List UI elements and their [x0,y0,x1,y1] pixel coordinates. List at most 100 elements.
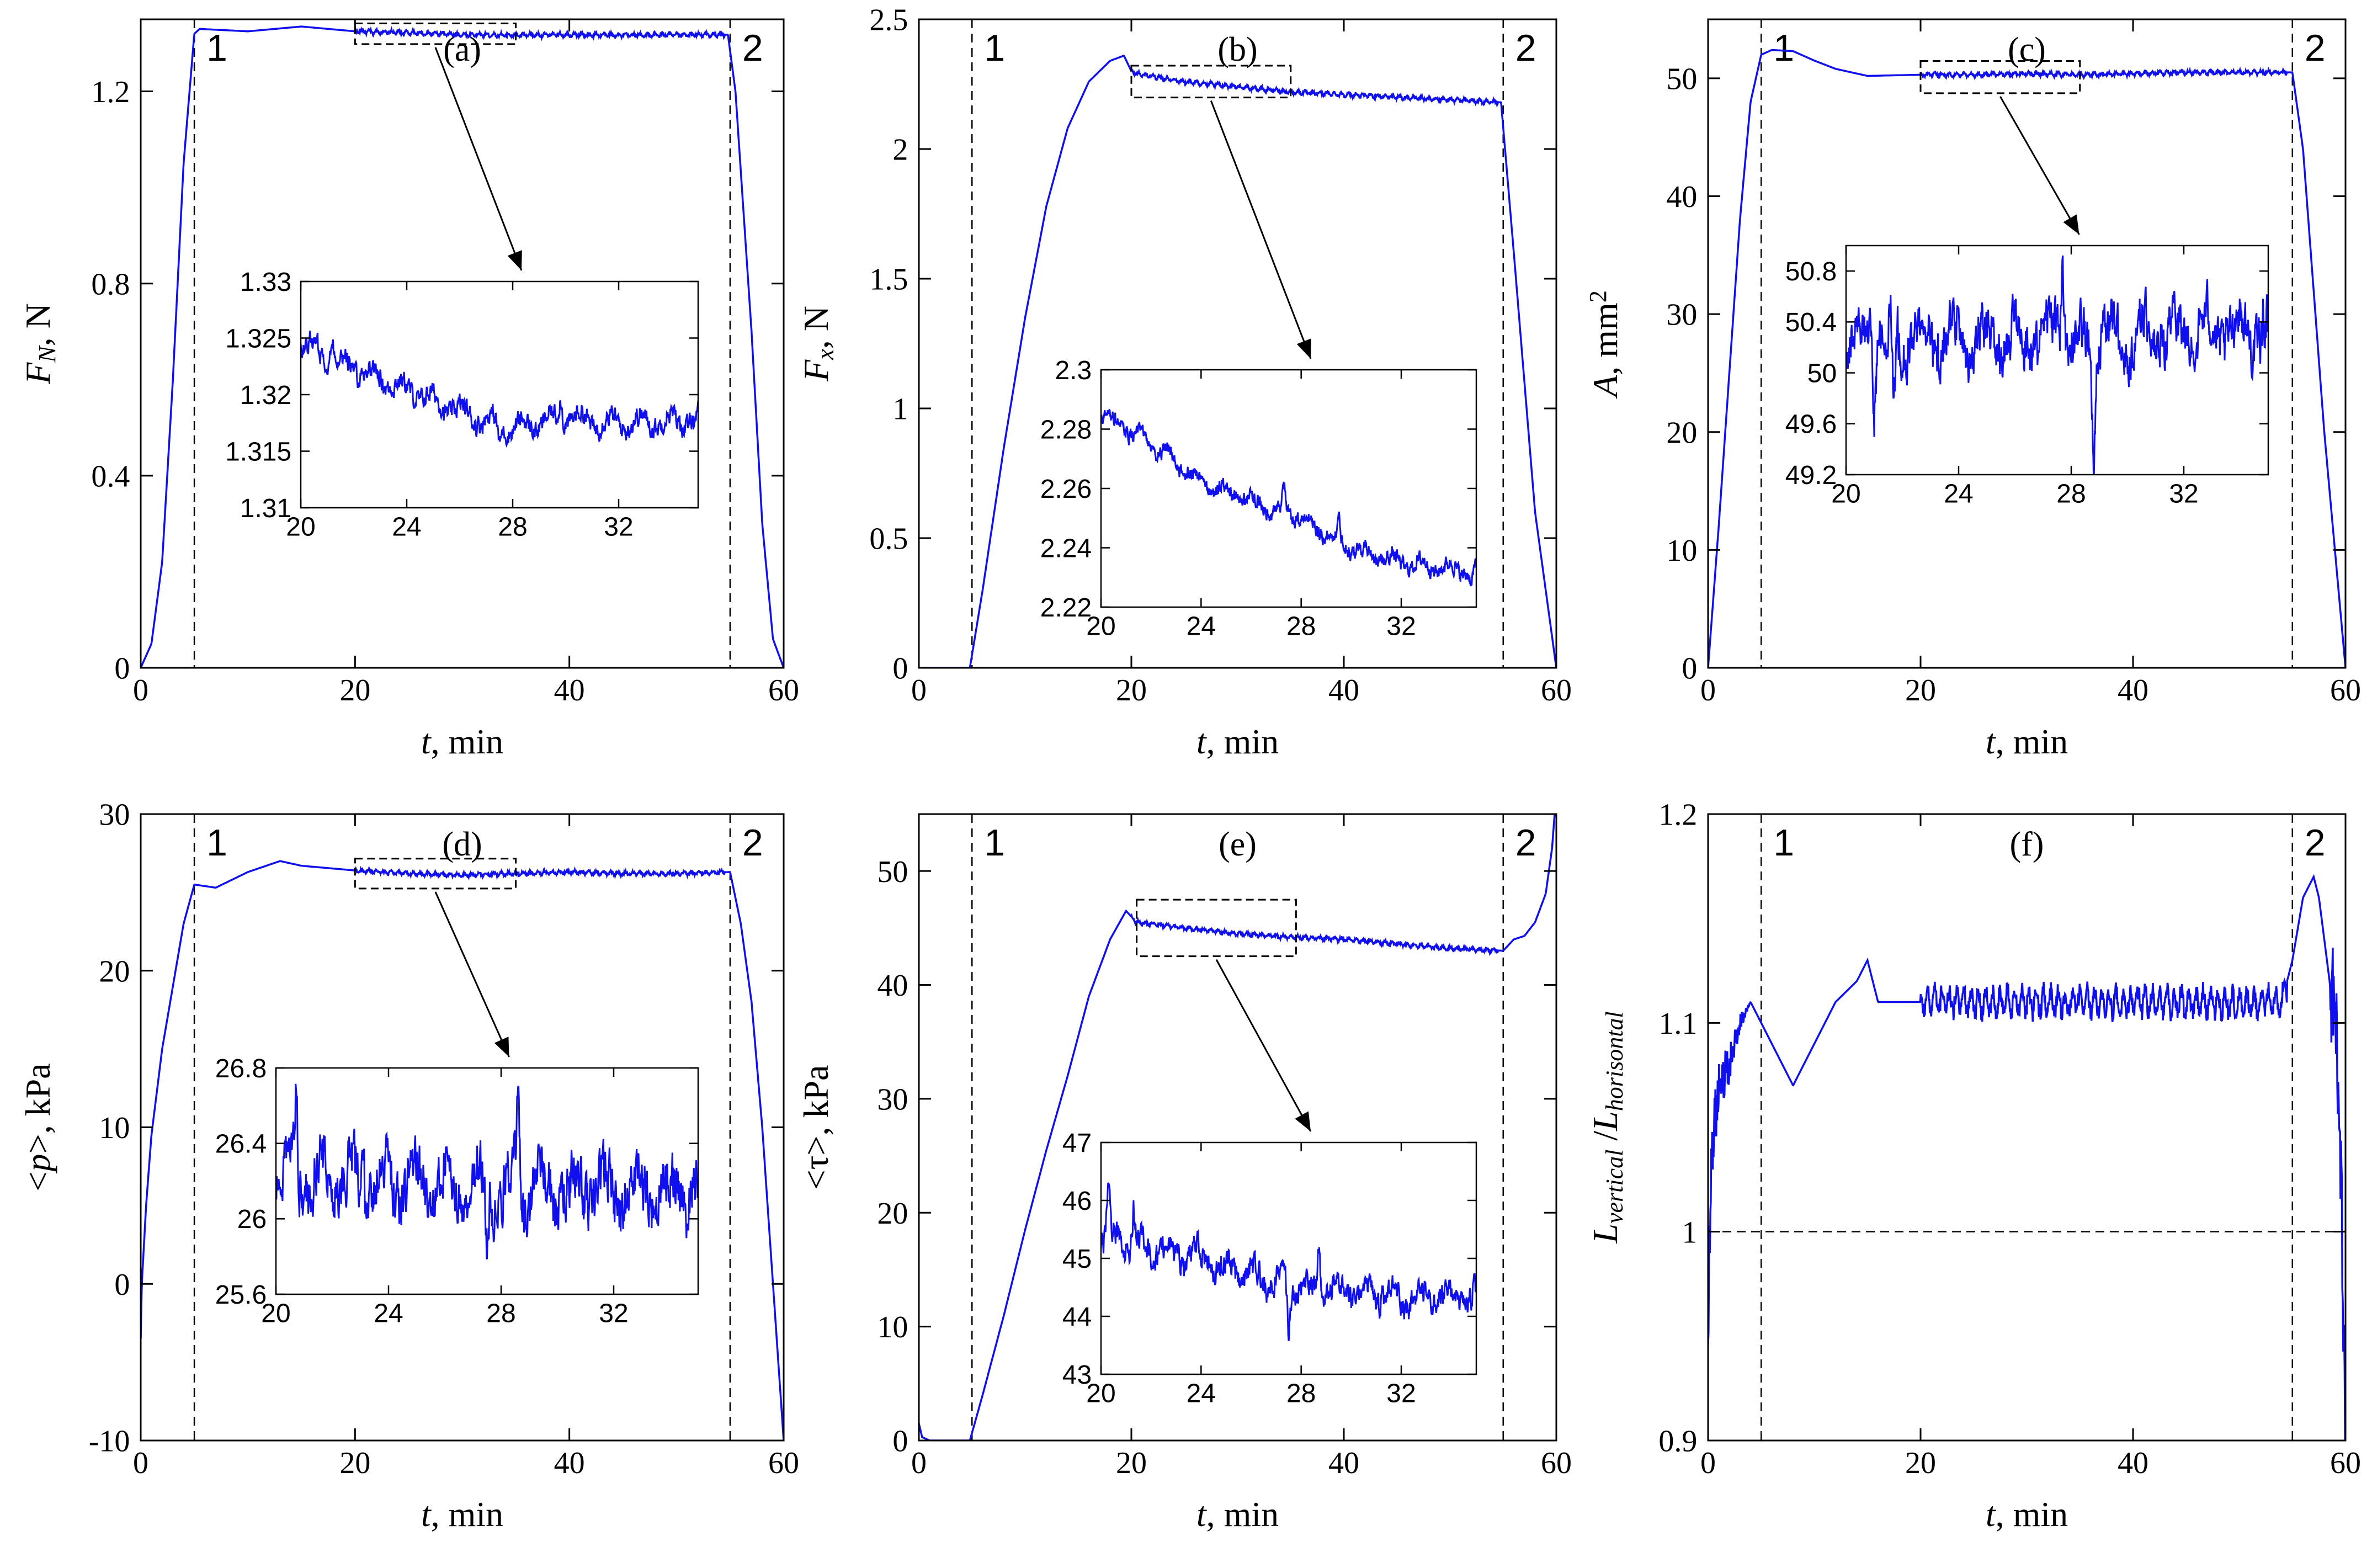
inset-axis-ytick-label: 26 [237,1205,267,1234]
marker-label-2: 2 [1515,27,1536,69]
axis-ytick-label: 30 [1666,298,1697,332]
data-line-ratio [1708,874,2346,1441]
panel-label: (f) [2010,826,2044,863]
axis-xtick-label: 60 [1541,673,1572,708]
marker-label-2: 2 [2305,27,2326,69]
panel-label: (c) [2008,31,2046,68]
inset-axis-frame [1845,244,2269,476]
axis-xtick-label: 20 [1116,1446,1147,1480]
axis-ytick-label: 1.5 [869,263,908,297]
data-line-F_x [919,54,1556,668]
inset-axis-ytick-label: 46 [1062,1187,1092,1216]
marker-label-1: 1 [206,822,227,864]
y-axis-label: Lvertical /Lhorisontal [1586,1011,1628,1243]
inset-data-line [1846,255,2268,475]
arrow-head [1295,1111,1311,1131]
inset-axis-xtick-label: 20 [286,512,315,541]
marker-label-1: 1 [1773,27,1794,69]
axis-xtick-label: 0 [133,673,148,708]
x-axis-label: t, min [1986,1495,2068,1534]
axis-ytick-label: 0 [892,1425,908,1459]
axis-ytick-label: 2 [892,133,908,167]
axis-ytick-label: 0.4 [91,459,130,493]
axis-ytick-label: 30 [877,1083,908,1117]
axis-ytick-label: 10 [877,1310,908,1344]
axis-xtick-label: 60 [768,673,799,708]
inset-axis-xtick-label: 28 [486,1299,515,1328]
axis-ytick-label: 0.5 [869,522,908,556]
inset-axis-ytick-label: 43 [1062,1360,1092,1390]
inset-axis-ytick-label: 26.4 [215,1129,267,1158]
axis-ytick-label: 0 [892,652,908,686]
axis-frame [918,813,1557,1442]
inset-axis-xtick-label: 24 [374,1299,403,1328]
inset-axis-ytick-label: 2.3 [1055,356,1092,385]
x-axis-label: t, min [421,722,503,761]
inset-data-line [276,1083,698,1259]
inset-axis-xtick-label: 28 [498,512,527,541]
axis-xtick-label: 60 [768,1446,799,1480]
inset-axis-xtick-label: 24 [1944,479,1973,508]
inset-axis-ytick-label: 49.2 [1785,461,1837,490]
inset-axis-xtick-label: 20 [1831,479,1860,508]
inset-background [1846,246,2268,475]
data-line-F_N [141,25,784,668]
zoom-arrow [1210,100,1312,359]
axis-ytick-label: -10 [89,1425,130,1459]
axis-xtick-label: 0 [1700,1446,1716,1480]
axis-xtick-label: 20 [1116,673,1147,708]
axis-xtick-label: 20 [339,673,370,708]
axis-ytick-label: 0 [114,1268,130,1302]
marker-label-1: 1 [984,27,1005,69]
inset-axis-xtick-label: 24 [392,512,421,541]
inset-axis-ytick-label: 44 [1062,1303,1092,1332]
zoom-arrow [1215,959,1312,1132]
data-line-p [141,860,784,1441]
marker-label-2: 2 [2305,822,2326,864]
zoom-box [1136,899,1297,958]
inset-data-line [1101,408,1476,587]
axis-ytick-label: 20 [877,1197,908,1231]
axis-ytick-label: 0 [114,652,130,686]
axis-xtick-label: 40 [2118,673,2148,708]
inset-axis-ytick-label: 1.32 [240,381,291,410]
zoom-box [354,22,517,45]
axis-xtick-label: 40 [1328,673,1359,708]
axis-ytick-label: 1.1 [1658,1007,1697,1041]
inset-axis-ytick-label: 47 [1062,1129,1092,1158]
marker-label-2: 2 [742,27,763,69]
y-axis-label: FN, N [18,303,61,385]
x-axis-label: t, min [1196,1495,1279,1534]
inset-axis-xtick-label: 24 [1187,1379,1216,1408]
marker-label-1: 1 [1773,822,1794,864]
marker-label-2: 2 [1515,822,1536,864]
inset-background [301,281,698,508]
panel-label: (d) [442,826,482,863]
inset-axis-frame [275,1067,699,1295]
axis-xtick-label: 40 [554,1446,585,1480]
axis-xtick-label: 60 [2330,673,2361,708]
axis-ytick-label: 10 [1666,534,1697,568]
axis-ytick-label: 10 [99,1111,130,1145]
inset-axis-ytick-label: 2.24 [1040,534,1092,563]
inset-axis-ytick-label: 2.22 [1040,593,1092,623]
axis-xtick-label: 40 [1328,1446,1359,1480]
axis-frame [1707,813,2347,1442]
axis-ytick-label: 30 [99,798,130,832]
axis-xtick-label: 40 [2118,1446,2148,1480]
inset-axis-ytick-label: 49.6 [1785,410,1837,439]
x-axis-label: t, min [421,1495,503,1534]
axis-ytick-label: 40 [1666,180,1697,214]
panel-label: (e) [1219,826,1257,863]
inset-axis-ytick-label: 50.4 [1785,308,1837,337]
y-axis-label: <p>, kPa [18,1063,57,1191]
inset-axis-ytick-label: 2.26 [1040,475,1092,504]
inset-background [1101,370,1476,607]
inset-axis-xtick-label: 20 [261,1299,290,1328]
marker-label-1: 1 [984,822,1005,864]
inset-data-line [1101,1182,1476,1341]
panel-label: (b) [1217,31,1257,68]
